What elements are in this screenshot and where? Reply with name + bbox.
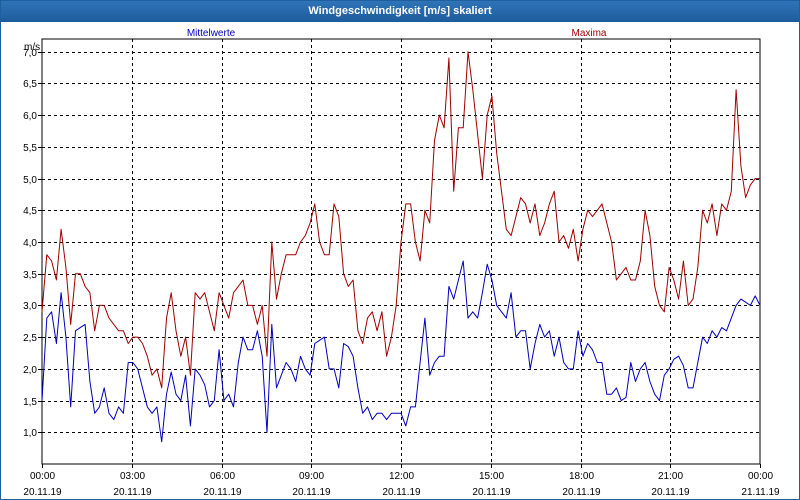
legend-maxima: Maxima xyxy=(571,28,606,39)
grid-lines xyxy=(42,39,760,464)
window-title: Windgeschwindigkeit [m/s] skaliert xyxy=(1,1,799,22)
y-tick-label: 4,0 xyxy=(23,238,37,249)
series-lines xyxy=(41,51,761,443)
y-tick-label: 3,5 xyxy=(23,270,37,281)
x-tick-date-label: 20.11.19 xyxy=(23,487,62,498)
y-tick-label: 4,5 xyxy=(23,206,37,217)
x-axis: 00:00 20.11.19 03:00 20.11.19 06:00 20.11.19 0… xyxy=(23,464,780,498)
y-tick-label: 3,0 xyxy=(23,301,37,312)
x-tick-date-label: 20.11.19 xyxy=(651,487,690,498)
x-tick-time-label: 15:00 xyxy=(479,471,504,482)
legend-mittelwerte: Mittelwerte xyxy=(187,28,236,39)
x-tick-date-label: 20.11.19 xyxy=(382,487,421,498)
series-line-maxima xyxy=(41,51,760,389)
y-axis: 1,0 1,5 2,0 2,5 3,0 3,5 4,0 4,5 5,0 5,5 6,0 6,5 7,0 xyxy=(23,48,42,439)
x-tick-date-label: 21.11.19 xyxy=(741,487,780,498)
x-tick-time-label: 09:00 xyxy=(299,471,324,482)
y-tick-label: 6,0 xyxy=(23,111,37,122)
x-tick-date-label: 20.11.19 xyxy=(292,487,331,498)
y-tick-label: 5,5 xyxy=(23,143,37,154)
y-axis-unit-label: m/s xyxy=(24,42,40,53)
x-tick-date-label: 20.11.19 xyxy=(203,487,242,498)
wind-speed-chart: m/s Mittelwerte Maxima 1,0 1,5 2,0 2,5 3,0 3,… xyxy=(23,28,780,498)
x-tick-date-label: 20.11.19 xyxy=(472,487,511,498)
x-tick-time-label: 00:00 xyxy=(30,471,55,482)
y-tick-label: 1,0 xyxy=(23,428,37,439)
x-tick-time-label: 12:00 xyxy=(389,471,414,482)
x-tick-time-label: 03:00 xyxy=(120,471,145,482)
y-tick-label: 5,0 xyxy=(23,175,37,186)
y-tick-label: 2,0 xyxy=(23,365,37,376)
y-tick-label: 1,5 xyxy=(23,397,37,408)
x-tick-time-label: 18:00 xyxy=(569,471,594,482)
x-tick-time-label: 21:00 xyxy=(658,471,683,482)
x-tick-time-label: 00:00 xyxy=(748,471,773,482)
series-line-mittelwerte xyxy=(41,260,761,443)
x-tick-date-label: 20.11.19 xyxy=(113,487,152,498)
x-tick-date-label: 20.11.19 xyxy=(562,487,601,498)
y-tick-label: 2,5 xyxy=(23,333,37,344)
x-tick-time-label: 06:00 xyxy=(210,471,235,482)
y-tick-label: 6,5 xyxy=(23,79,37,90)
y-tick-label: 7,0 xyxy=(23,48,37,59)
